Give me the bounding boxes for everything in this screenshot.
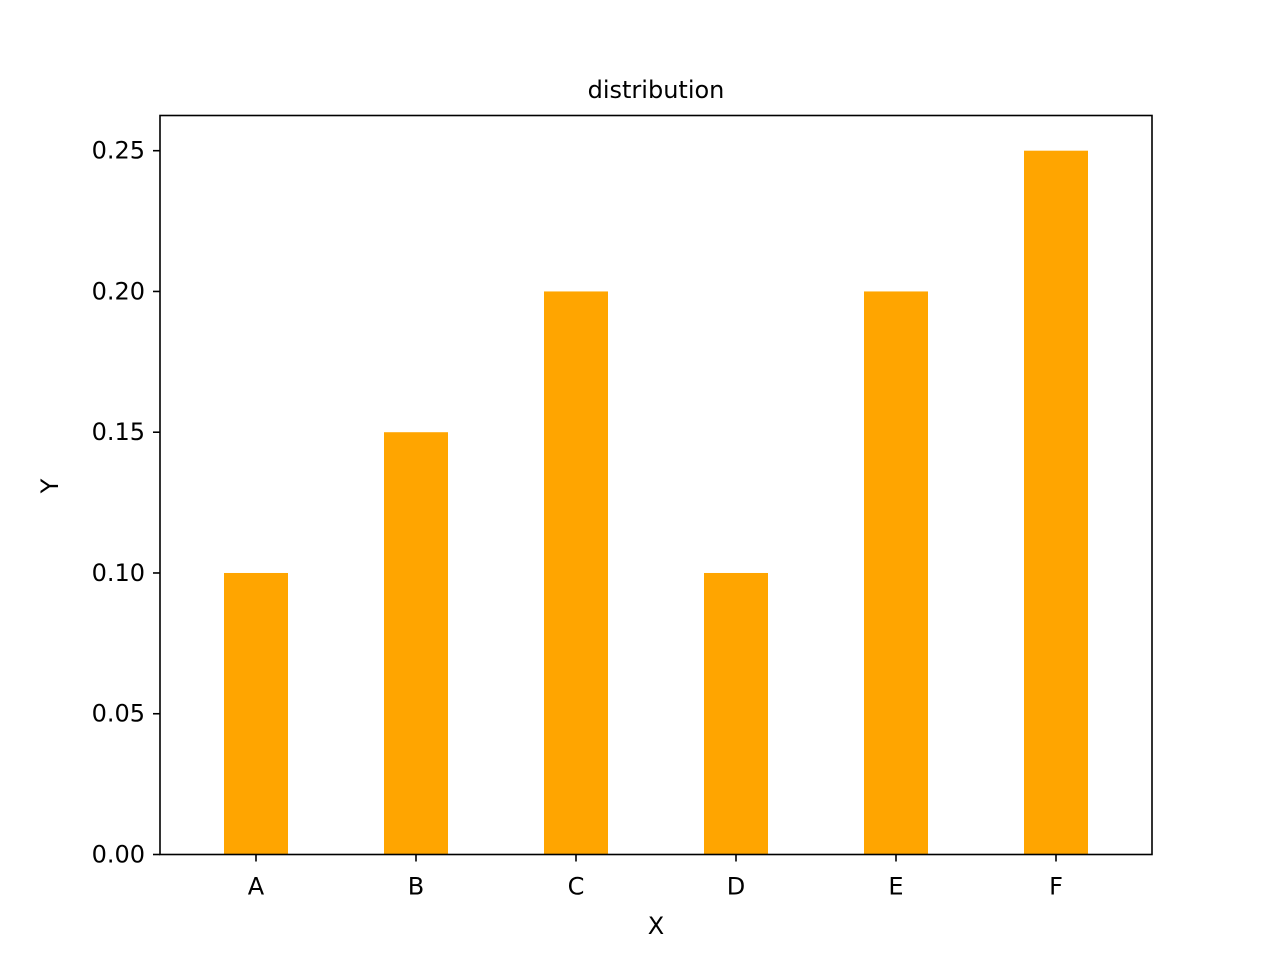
x-axis-label: X	[648, 912, 664, 940]
bar-F	[1024, 150, 1088, 855]
bar-A	[224, 572, 288, 855]
x-tick-label-C: C	[568, 873, 585, 901]
y-tick-label: 0.10	[92, 559, 145, 587]
bar-C	[544, 291, 608, 855]
bars-group	[224, 150, 1088, 855]
x-tick-label-E: E	[888, 873, 903, 901]
x-tick-label-F: F	[1049, 873, 1063, 901]
x-tick-label-D: D	[727, 873, 745, 901]
bar-D	[704, 572, 768, 855]
y-tick-label: 0.15	[92, 418, 145, 446]
y-axis-label: Y	[36, 478, 64, 494]
bar-E	[864, 291, 928, 855]
bar-B	[384, 432, 448, 855]
y-tick-label: 0.05	[92, 700, 145, 728]
x-tick-label-B: B	[408, 873, 424, 901]
x-tick-label-A: A	[248, 873, 265, 901]
y-tick-label: 0.00	[92, 841, 145, 869]
chart-title: distribution	[588, 76, 725, 104]
y-tick-label: 0.20	[92, 277, 145, 305]
y-tick-label: 0.25	[92, 137, 145, 165]
plot-frame	[159, 114, 1153, 856]
y-axis: 0.00 0.05 0.10 0.15 0.20 0.25	[92, 137, 160, 869]
x-axis: A B C D E F	[248, 854, 1063, 901]
